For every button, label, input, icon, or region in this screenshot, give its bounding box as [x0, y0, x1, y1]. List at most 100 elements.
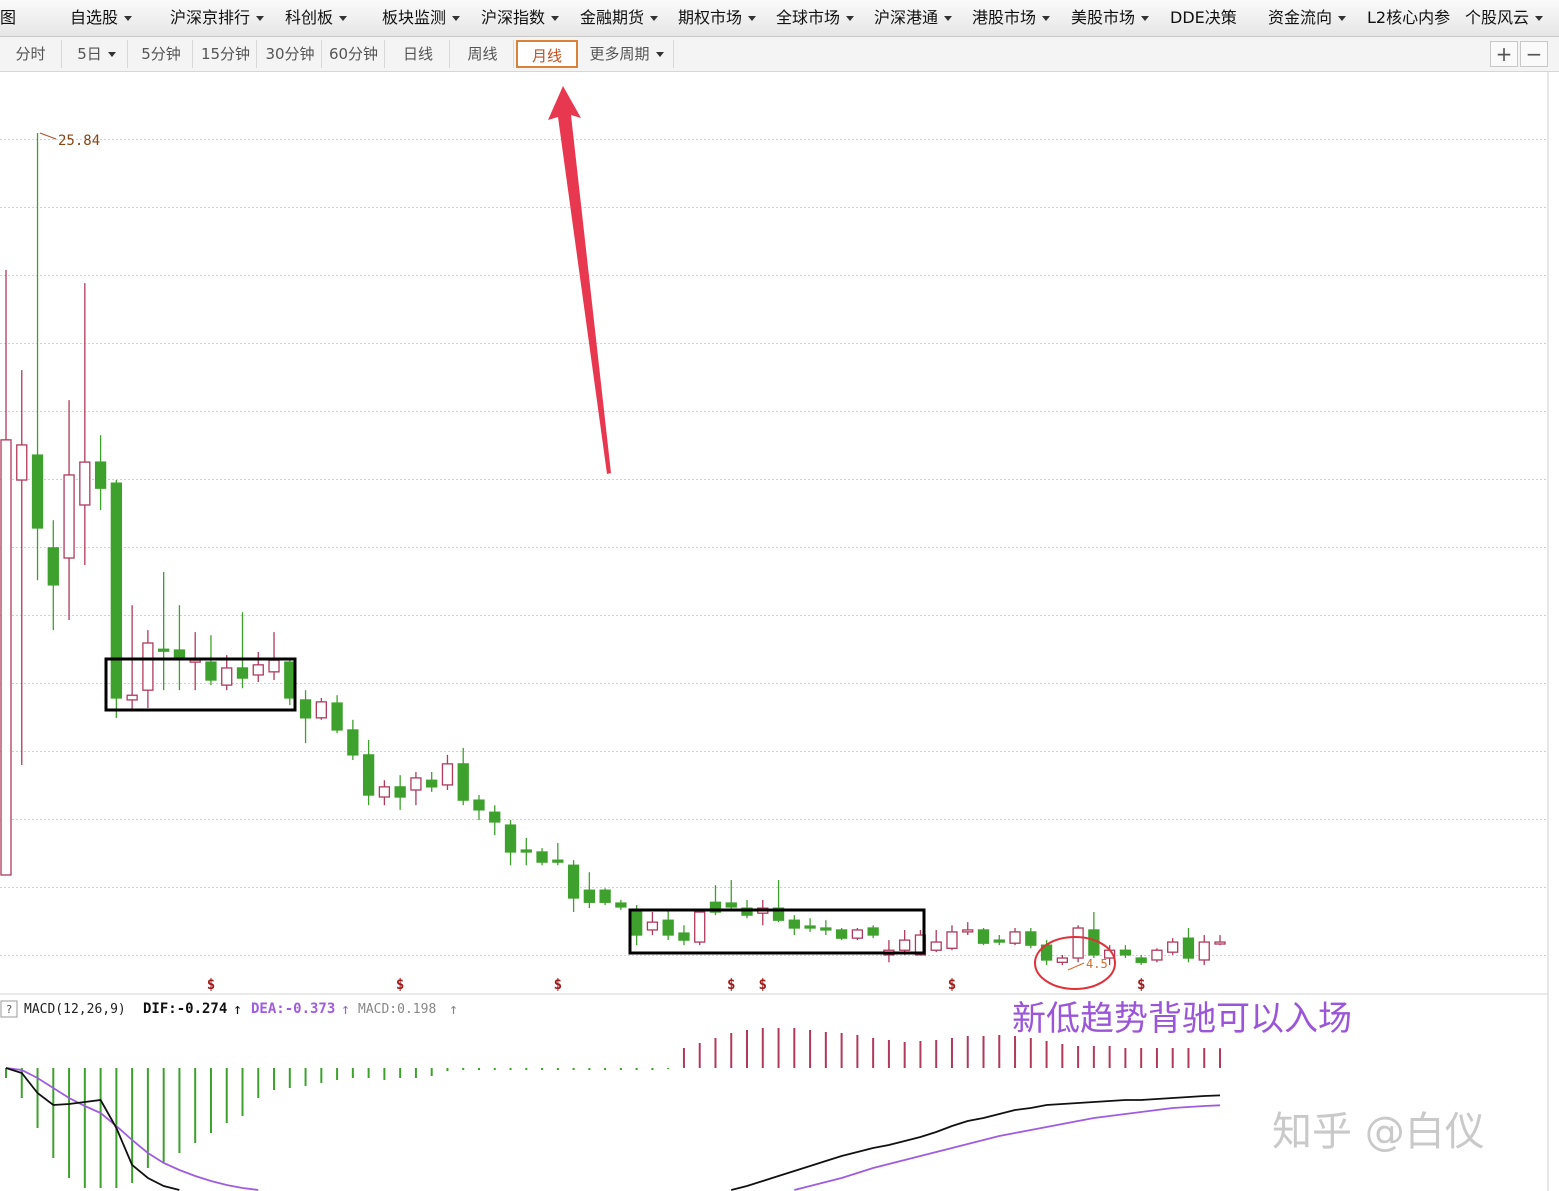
candle-body	[110, 482, 123, 699]
caret	[846, 16, 855, 21]
candle-body	[94, 461, 107, 489]
candle-body	[142, 642, 154, 691]
period-tab[interactable]: 月线	[516, 40, 578, 68]
period-label: 分时	[15, 45, 46, 63]
candle-body	[299, 699, 312, 719]
candle-body	[47, 547, 59, 586]
nav-item[interactable]: 美股市场	[1071, 0, 1150, 36]
candle-body	[536, 851, 548, 863]
candle-body	[173, 649, 186, 659]
nav-item[interactable]: 个股风云	[1465, 0, 1544, 36]
caret	[107, 52, 116, 57]
period-tab[interactable]: 周线	[452, 40, 514, 68]
caret	[124, 16, 133, 21]
nav-item-label: L2核心内参	[1367, 8, 1451, 27]
candle-body	[1151, 949, 1163, 961]
nav-item[interactable]: 资金流向	[1268, 0, 1347, 36]
candle-body	[851, 929, 864, 939]
nav-item-label: 图	[0, 8, 17, 27]
period-label: 5分钟	[141, 45, 181, 63]
candle-body	[930, 941, 942, 951]
highlight-circle	[1034, 936, 1116, 990]
signal-marker: $	[948, 977, 956, 993]
candle-body	[473, 799, 485, 811]
dif-legend: DIF:-0.274	[143, 1001, 227, 1017]
candle-body	[331, 702, 343, 731]
nav-item[interactable]: 沪深港通	[874, 0, 953, 36]
period-tab[interactable]: 60分钟	[323, 40, 385, 68]
candle-body	[552, 859, 564, 863]
macd-value: 0.198	[397, 1002, 436, 1017]
caret	[256, 16, 265, 21]
period-tab[interactable]: 30分钟	[259, 40, 322, 68]
candle-body	[252, 664, 264, 676]
candle-body	[520, 849, 532, 853]
caret	[1141, 16, 1150, 21]
dif-value: -0.274	[177, 1001, 228, 1017]
top-nav: 图 自选股 沪深京排行 科创板 板块监测 沪深指数 金融期货 期权市场 全球市场 沪深港通 港股市场…	[0, 0, 1559, 37]
candle-body	[977, 929, 990, 944]
nav-item[interactable]: 科创板	[285, 0, 348, 36]
candle-body	[268, 659, 280, 673]
nav-item[interactable]: 沪深指数	[481, 0, 560, 36]
low-label: 4.5	[1086, 957, 1108, 971]
dea-legend: DEA:-0.373	[251, 1001, 335, 1017]
candle-body	[646, 921, 659, 931]
macd-legend: MACD:0.198	[358, 1002, 436, 1017]
nav-item[interactable]: L2核心内参	[1367, 0, 1450, 36]
candle-body	[158, 648, 170, 652]
candle-body	[835, 929, 848, 939]
trend-arrow: ↑	[449, 1000, 458, 1018]
period-tab[interactable]: 分时	[0, 40, 62, 68]
nav-item[interactable]: DDE决策	[1170, 0, 1237, 36]
signal-marker: $	[727, 977, 735, 993]
candle-body	[63, 474, 75, 559]
period-label: 月线	[531, 47, 562, 65]
caret	[339, 16, 348, 21]
signal-marker: $	[207, 977, 215, 993]
signal-marker: $	[396, 977, 404, 993]
candle-body	[457, 763, 469, 801]
caret	[1042, 16, 1051, 21]
zoom-in-button[interactable]: +	[1490, 41, 1518, 67]
nav-item[interactable]: 港股市场	[972, 0, 1051, 36]
candle-body	[410, 777, 422, 791]
candle-body	[1167, 941, 1179, 953]
nav-item-label: 自选股	[70, 8, 119, 27]
nav-item[interactable]: 金融期货	[580, 0, 659, 36]
candle-body	[1072, 927, 1084, 959]
period-tab[interactable]: 15分钟	[195, 40, 257, 68]
nav-item-label: 个股风云	[1465, 8, 1530, 27]
range-box	[104, 657, 297, 712]
nav-item[interactable]: 期权市场	[678, 0, 757, 36]
dif-line	[5, 1067, 180, 1191]
nav-item-label: 期权市场	[678, 8, 743, 27]
nav-item[interactable]: 自选股	[70, 0, 133, 36]
period-tab[interactable]: 日线	[387, 40, 450, 68]
nav-item-label: 港股市场	[972, 8, 1037, 27]
nav-item[interactable]: 沪深京排行	[170, 0, 265, 36]
signal-marker: $	[554, 977, 562, 993]
signal-marker: $	[1137, 977, 1145, 993]
nav-item-label: 沪深港通	[874, 8, 939, 27]
candle-body	[599, 889, 611, 903]
help-icon[interactable]	[0, 1000, 18, 1018]
caret	[655, 52, 664, 57]
period-tab[interactable]: 5分钟	[130, 40, 193, 68]
nav-item[interactable]: 图	[0, 0, 16, 36]
period-tab[interactable]: 5日	[66, 40, 128, 68]
caret	[1535, 16, 1544, 21]
candle-body	[378, 786, 391, 798]
candle-body	[362, 754, 375, 796]
annotation: 新低趋势背驰可以入场	[1012, 999, 1352, 1039]
nav-item[interactable]: 板块监测	[382, 0, 461, 36]
high-pointer	[39, 132, 57, 140]
nav-item[interactable]: 全球市场	[776, 0, 855, 36]
candle-body	[126, 694, 138, 701]
zoom-out-button[interactable]: −	[1520, 41, 1548, 67]
period-tab[interactable]: 更多周期	[580, 40, 674, 68]
range-box	[628, 908, 926, 955]
caret	[1338, 16, 1347, 21]
period-bar: + − 分时 5日 5分钟 15分钟 30分钟 60分钟 日线 周线 月线 更多周期	[0, 37, 1559, 72]
caret	[650, 16, 659, 21]
